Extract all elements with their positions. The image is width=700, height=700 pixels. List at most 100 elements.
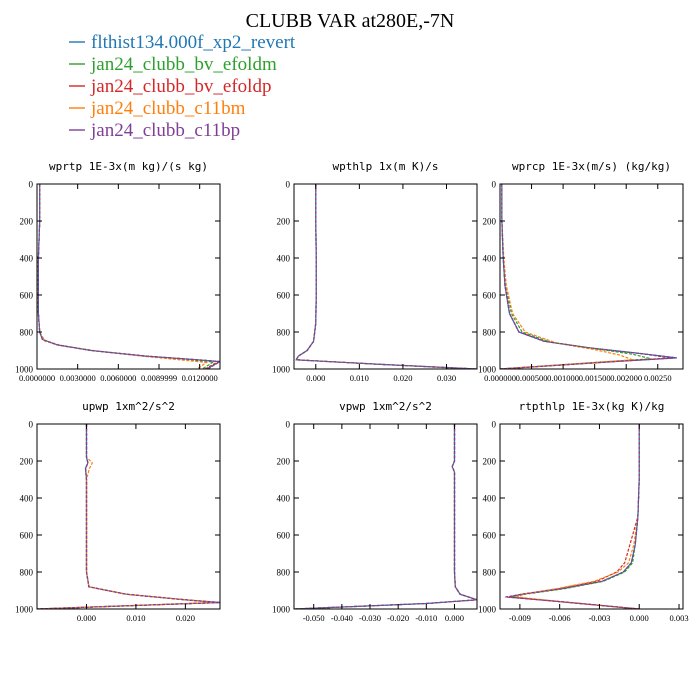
- legend-label: jan24_clubb_c11bp: [90, 120, 240, 141]
- panel-title: vpwp 1xm^2/s^2: [339, 400, 432, 413]
- series-line-4: [295, 184, 473, 369]
- legend: flthist134.000f_xp2_revertjan24_clubb_bv…: [69, 32, 296, 141]
- series-line-2: [37, 424, 216, 609]
- series-line-5: [37, 424, 220, 609]
- panel-title: rtpthlp 1E-3x(kg K)/kg: [519, 400, 665, 413]
- y-tick-label: 400: [483, 494, 497, 504]
- y-tick-label: 600: [20, 531, 34, 541]
- x-tick-label: 0.003: [669, 613, 688, 623]
- y-tick-label: 600: [277, 531, 291, 541]
- x-tick-label: 0.00250: [644, 373, 672, 383]
- legend-item: jan24_clubb_bv_efoldm: [69, 54, 277, 75]
- y-tick-label: 800: [277, 568, 291, 578]
- series-line-1: [294, 424, 477, 609]
- x-tick-label: -0.003: [588, 613, 610, 623]
- x-tick-label: 0.010: [350, 373, 369, 383]
- series-line-1: [509, 424, 640, 609]
- series-line-5: [37, 184, 220, 369]
- x-tick-label: 0.000: [77, 613, 96, 623]
- y-tick-label: 600: [20, 291, 34, 301]
- series-line-1: [37, 424, 220, 609]
- panel-title: wpthlp 1x(m K)/s: [333, 160, 439, 173]
- x-tick-label: 0.010: [126, 613, 145, 623]
- x-tick-label: 0.002000: [610, 373, 642, 383]
- y-tick-label: 1000: [272, 365, 291, 375]
- x-tick-label: 0.020: [393, 373, 412, 383]
- y-tick-label: 0: [286, 180, 291, 190]
- y-tick-label: 600: [277, 291, 291, 301]
- y-tick-label: 200: [277, 217, 291, 227]
- y-tick-label: 200: [277, 457, 291, 467]
- series-line-3: [294, 424, 477, 609]
- x-tick-label: 0.000: [306, 373, 325, 383]
- series-line-5: [295, 184, 477, 369]
- x-tick-label: 0.0030000: [60, 373, 96, 383]
- x-tick-label: 0.0120000: [182, 373, 218, 383]
- x-tick-label: -0.006: [549, 613, 571, 623]
- x-tick-label: -0.040: [331, 613, 353, 623]
- y-tick-label: 0: [29, 420, 34, 430]
- y-tick-label: 1000: [478, 605, 497, 615]
- series-line-4: [37, 424, 216, 609]
- x-tick-label: -0.020: [387, 613, 409, 623]
- legend-label: flthist134.000f_xp2_revert: [91, 32, 296, 53]
- x-tick-label: 0.0060000: [100, 373, 136, 383]
- panel-4: upwp 1xm^2/s^2 0 200 400 600 800 1000 0.000 0.01…: [15, 400, 221, 623]
- plot-frame: [293, 423, 478, 610]
- series-line-3: [500, 184, 671, 369]
- x-tick-label: 0.000: [630, 613, 649, 623]
- y-tick-label: 200: [20, 457, 34, 467]
- x-tick-label: 0.000000: [484, 373, 516, 383]
- y-tick-label: 400: [20, 494, 34, 504]
- plot-frame: [36, 183, 221, 370]
- series-line-2: [510, 424, 640, 609]
- series-line-2: [294, 424, 477, 609]
- series-line-3: [37, 184, 220, 369]
- y-tick-label: 1000: [15, 365, 34, 375]
- series-line-3: [37, 424, 220, 609]
- panel-title: wprtp 1E-3x(m kg)/(s kg): [49, 160, 208, 173]
- y-tick-label: 1000: [478, 365, 497, 375]
- x-tick-label: -0.030: [359, 613, 381, 623]
- series-line-5: [500, 184, 677, 369]
- y-tick-label: 800: [20, 328, 34, 338]
- legend-label: jan24_clubb_bv_efoldm: [90, 54, 277, 75]
- series-line-1: [37, 184, 220, 369]
- x-tick-label: 0.0089999: [141, 373, 177, 383]
- series-line-3: [507, 424, 640, 609]
- y-tick-label: 200: [20, 217, 34, 227]
- legend-label: jan24_clubb_bv_efoldp: [90, 76, 271, 97]
- y-tick-label: 600: [483, 291, 497, 301]
- panel-2: wpthlp 1x(m K)/s 0 200 400 600 800 1000 0.000 0.…: [272, 160, 478, 383]
- y-tick-label: 400: [277, 254, 291, 264]
- series-line-2: [37, 184, 215, 369]
- x-tick-label: -0.010: [415, 613, 437, 623]
- series-line-5: [505, 424, 640, 609]
- x-tick-label: 0.000: [445, 613, 464, 623]
- panel-6: rtpthlp 1E-3x(kg K)/kg 0 200 400 600 800 1000 -…: [478, 400, 689, 623]
- y-tick-label: 800: [483, 568, 497, 578]
- series-line-2: [295, 184, 473, 369]
- y-tick-label: 0: [492, 420, 497, 430]
- y-tick-label: 1000: [272, 605, 291, 615]
- plot-frame: [499, 183, 684, 370]
- legend-item: jan24_clubb_c11bm: [69, 98, 246, 119]
- y-tick-label: 0: [286, 420, 291, 430]
- legend-label: jan24_clubb_c11bm: [90, 98, 246, 119]
- x-tick-label: 0.0000000: [19, 373, 55, 383]
- y-tick-label: 400: [20, 254, 34, 264]
- legend-item: jan24_clubb_bv_efoldp: [69, 76, 271, 97]
- x-tick-label: 0.001500: [579, 373, 611, 383]
- panel-title: wprcp 1E-3x(m/s) (kg/kg): [512, 160, 671, 173]
- plot-frame: [293, 183, 478, 370]
- y-tick-label: 0: [29, 180, 34, 190]
- y-tick-label: 0: [492, 180, 497, 190]
- legend-item: jan24_clubb_c11bp: [69, 120, 240, 141]
- y-tick-label: 200: [483, 217, 497, 227]
- series-line-5: [294, 424, 477, 609]
- y-tick-label: 400: [483, 254, 497, 264]
- series-line-2: [500, 184, 652, 369]
- series-line-1: [295, 184, 477, 369]
- series-line-4: [294, 424, 477, 609]
